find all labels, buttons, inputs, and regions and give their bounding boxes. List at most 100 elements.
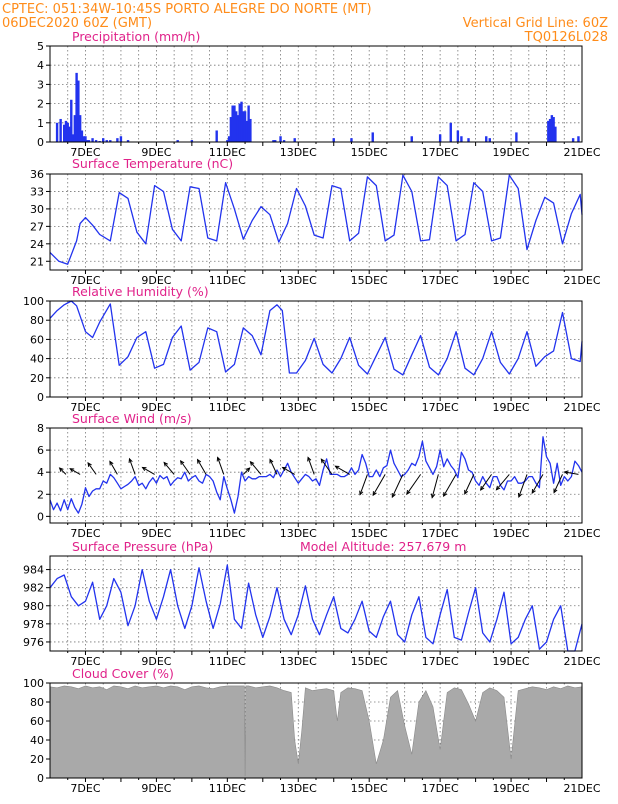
x-tick-label: 15DEC [351,782,388,795]
y-tick-label: 982 [23,582,44,595]
precip-bar [190,140,194,142]
wind-arrow [359,474,368,495]
x-tick-label: 17DEC [422,527,459,540]
x-tick-label: 17DEC [422,655,459,668]
y-tick-label: 80 [30,696,44,709]
precip-bar [236,115,240,142]
cloud-panel: 0 20 40 60 80 100 7DEC 9DEC 11DEC 13DEC 15DEC 17DEC… [23,677,601,795]
precip-bar [116,138,119,142]
precip-bar [571,138,575,142]
precip-bar [282,140,286,142]
y-tick-label: 24 [30,238,44,251]
wind-arrow [163,462,175,475]
precip-bar [279,136,282,142]
precip-bar [249,118,252,142]
wind-arrow-head [372,491,377,497]
x-tick-label: 7DEC [70,146,100,159]
x-tick-label: 19DEC [493,274,530,287]
precip-bar [242,111,245,142]
wind-arrow-head [58,467,64,472]
precip-bar [235,111,238,142]
precip-bar [75,72,78,142]
precip-bar [119,136,123,142]
wind-arrow [129,458,136,475]
precip-bar [550,115,554,142]
x-tick-label: 15DEC [351,527,388,540]
x-tick-label: 21DEC [563,655,600,668]
x-tick-label: 9DEC [141,146,171,159]
y-tick-label: 33 [30,185,44,198]
wind-arrow [269,459,278,475]
x-tick-label: 13DEC [280,401,317,414]
x-tick-label: 21DEC [563,146,600,159]
precip-bar [238,103,241,142]
wind-arrow [242,467,251,475]
precip-bar [274,140,277,142]
wind-arrow-head [320,458,326,464]
x-tick-label: 7DEC [70,401,100,414]
precip-bar [554,126,557,142]
precip-bar [73,115,77,142]
precip-bar [78,115,82,142]
wind-arrow-head [495,485,501,491]
wind-arrow [391,474,404,498]
wind-arrow [197,459,207,475]
wind-arrow-head [334,465,340,470]
wind-arrow [372,474,386,496]
header-date: 06DEC2020 60Z (GMT) [2,16,152,31]
y-tick-label: 20 [30,372,44,385]
precip-bar [245,120,249,142]
x-tick-label: 9DEC [141,527,171,540]
precip-bar [87,140,91,142]
x-tick-label: 13DEC [280,146,317,159]
precip-bar [66,122,69,142]
x-tick-label: 13DEC [280,527,317,540]
series-line [49,564,583,652]
y-tick-label: 4 [37,59,44,72]
precip-bar [68,126,71,142]
x-tick-label: 7DEC [70,655,100,668]
y-tick-label: 40 [30,353,44,366]
y-tick-label: 36 [30,168,44,181]
temp-panel: 21 24 27 30 33 36 7DEC 9DEC 11DEC 13DEC 15DEC 17DEC… [30,168,601,287]
x-tick-label: 15DEC [351,655,388,668]
precip-bar [332,138,335,142]
precip-bar [460,136,463,142]
x-tick-label: 11DEC [209,655,246,668]
x-tick-label: 13DEC [280,655,317,668]
precip-bar [94,140,98,142]
precip-bar [548,118,552,142]
x-tick-label: 9DEC [141,782,171,795]
x-tick-label: 9DEC [141,655,171,668]
wind-arrow-head [163,461,169,467]
precip-bar [552,117,555,142]
x-tick-label: 19DEC [493,527,530,540]
wind-arrow-head [406,490,411,495]
wind-arrow-head [196,458,202,464]
x-tick-label: 21DEC [563,782,600,795]
wind-arrow-head [464,489,469,495]
precip-bar [71,134,75,142]
y-tick-label: 0 [37,391,44,404]
precip-bar [449,122,452,142]
y-tick-label: 27 [30,220,44,233]
wind-arrow [480,474,492,491]
precip-bar [488,138,491,142]
wind-arrow-head [563,470,569,475]
wind-arrow-head [249,460,255,466]
precip-bar [231,105,234,142]
precip-bar [226,140,229,142]
cloud-area [49,685,583,779]
wind-arrow [282,466,295,475]
x-tick-label: 21DEC [563,274,600,287]
wind-arrow [518,474,528,498]
wind-arrow [69,468,81,475]
wind-arrow-head [141,466,147,471]
wind-arrow [180,460,191,475]
x-tick-label: 21DEC [563,527,600,540]
wind-arrow-head [517,492,523,499]
cloud-title: Cloud Cover (%) [72,666,174,681]
wind-arrow-head [391,493,396,499]
wind-arrow-head [216,456,221,462]
y-tick-label: 0 [37,772,44,785]
